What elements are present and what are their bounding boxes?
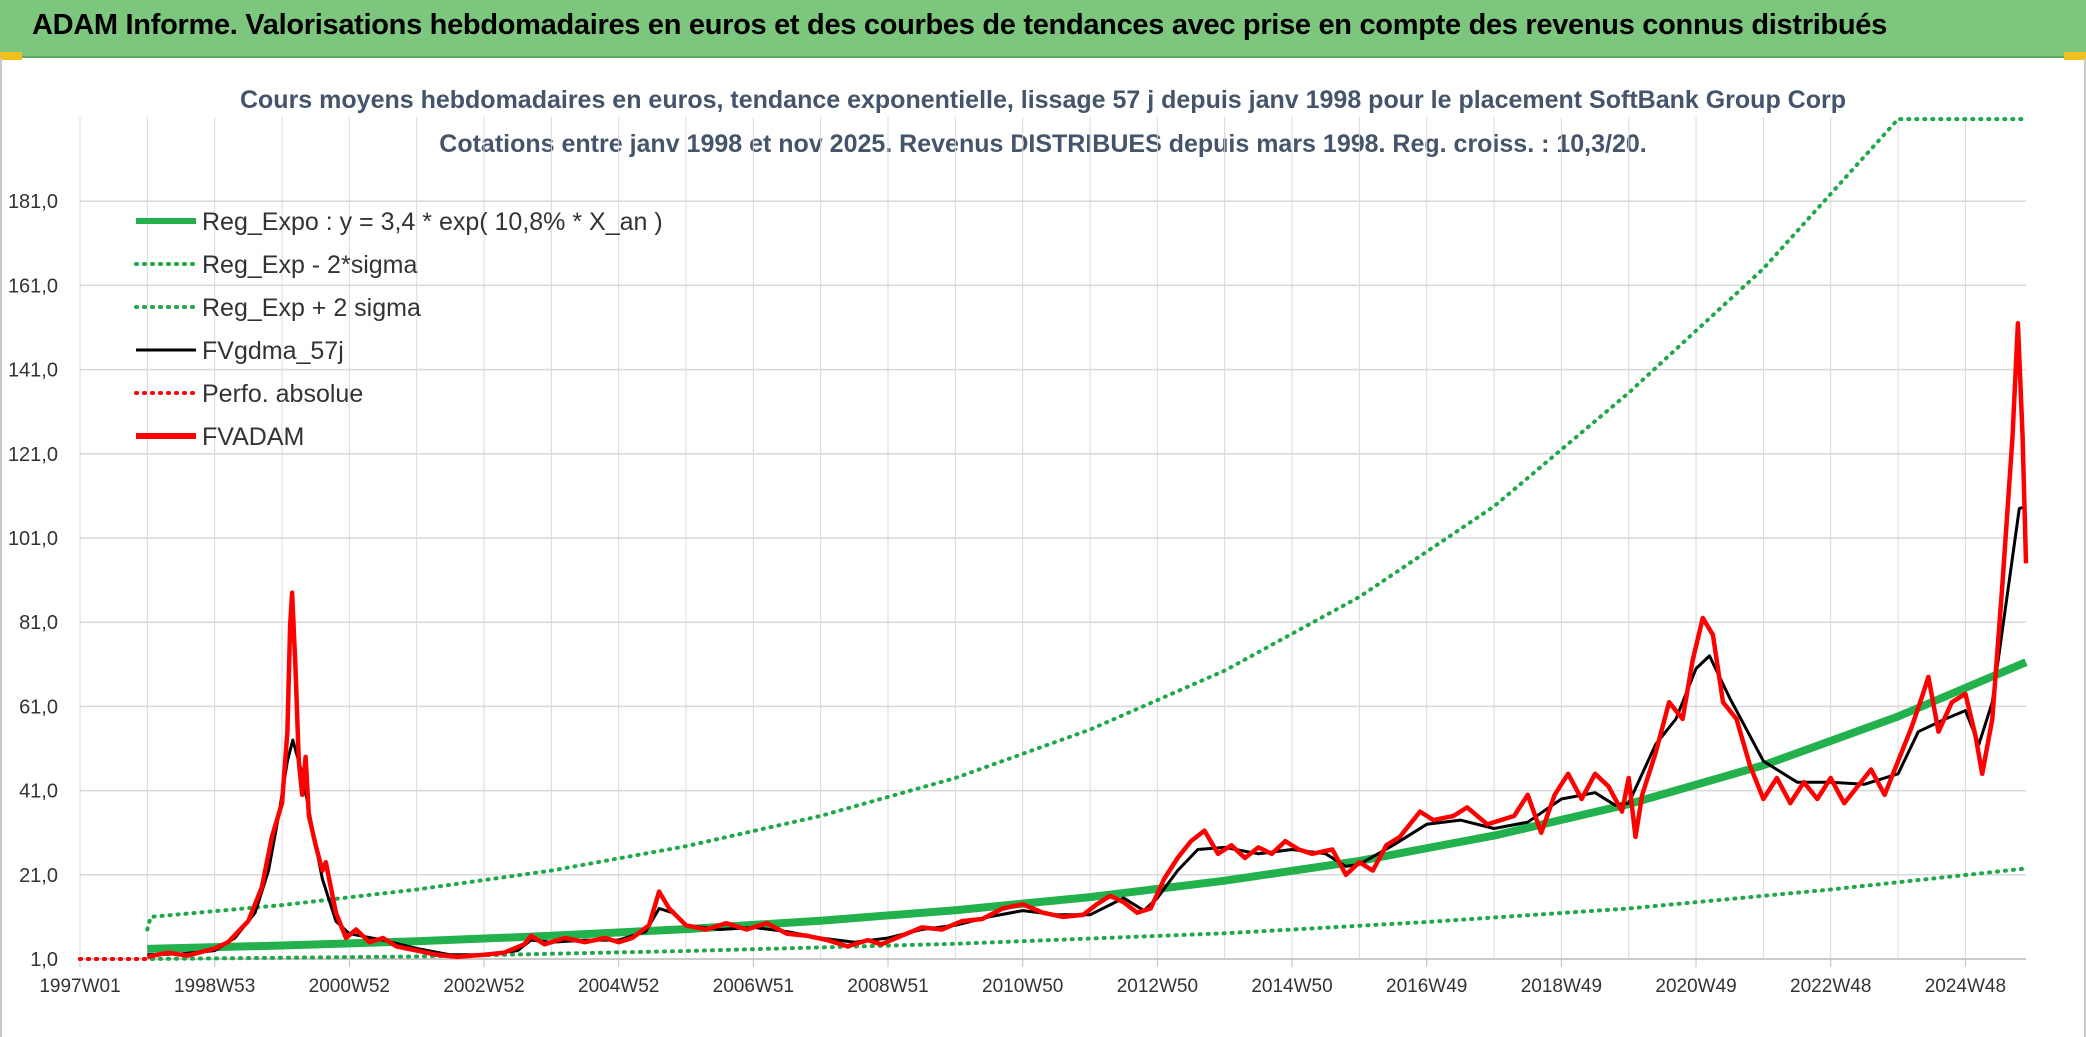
x-tick-label: 2020W49 [1655, 976, 1736, 997]
x-tick-label: 2002W52 [443, 976, 524, 997]
report-banner: ADAM Informe. Valorisations hebdomadaire… [0, 0, 2086, 58]
series-lines [78, 117, 2029, 961]
x-tick-label: 2004W52 [578, 976, 659, 997]
x-tick-label: 2024W48 [1925, 976, 2006, 997]
x-tick-label: 2008W51 [847, 976, 928, 997]
series-line [147, 658, 2028, 953]
corner-marker-right [2064, 52, 2086, 60]
x-tick-label: 2006W51 [713, 976, 794, 997]
x-tick-label: 2000W52 [309, 976, 390, 997]
y-tick-label: 181,0 [8, 191, 58, 213]
series-line [146, 321, 2029, 960]
report-title: ADAM Informe. Valorisations hebdomadaire… [32, 9, 1887, 41]
chart-frame [0, 58, 2086, 1037]
x-tick-label: 2022W48 [1790, 976, 1871, 997]
x-tick-label: 2016W49 [1386, 976, 1467, 997]
chart-title: Cours moyens hebdomadaires en euros, ten… [239, 86, 1846, 114]
x-tick-label: 2014W50 [1251, 976, 1332, 997]
corner-marker-left [0, 52, 22, 60]
y-tick-label: 101,0 [8, 528, 58, 550]
y-tick-label: 141,0 [8, 360, 58, 382]
y-tick-label: 61,0 [19, 696, 58, 718]
chart-subtitle: Cotations entre janv 1998 et nov 2025. R… [439, 130, 1647, 158]
legend-entry: Reg_Exp + 2 sigma [202, 294, 421, 322]
y-tick-label: 41,0 [19, 781, 58, 803]
y-tick-label: 1,0 [30, 949, 58, 971]
x-tick-label: 2018W49 [1521, 976, 1602, 997]
legend-entry: Perfo. absolue [202, 380, 363, 408]
legend-entry: FVgdma_57j [202, 337, 344, 365]
series-line [145, 117, 2028, 932]
y-tick-label: 81,0 [19, 612, 58, 634]
series-line [78, 866, 2028, 961]
legend-entry: FVADAM [202, 423, 304, 451]
legend: Reg_Expo : y = 3,4 * exp( 10,8% * X_an )… [134, 208, 663, 451]
y-tick-label: 21,0 [19, 865, 58, 887]
x-tick-label: 1998W53 [174, 976, 255, 997]
x-tick-label: 2012W50 [1117, 976, 1198, 997]
x-tick-label: 1997W01 [39, 976, 120, 997]
legend-entry: Reg_Exp - 2*sigma [202, 251, 417, 279]
axes: 1,0 21,0 41,0 61,0 81,0 101,0 121,0 141,0 161,0 1… [8, 191, 2026, 997]
grid-lines [79, 117, 2026, 960]
x-tick-label: 2010W50 [982, 976, 1063, 997]
y-tick-label: 161,0 [8, 275, 58, 297]
legend-entry: Reg_Expo : y = 3,4 * exp( 10,8% * X_an ) [202, 208, 663, 236]
y-tick-label: 121,0 [8, 444, 58, 466]
